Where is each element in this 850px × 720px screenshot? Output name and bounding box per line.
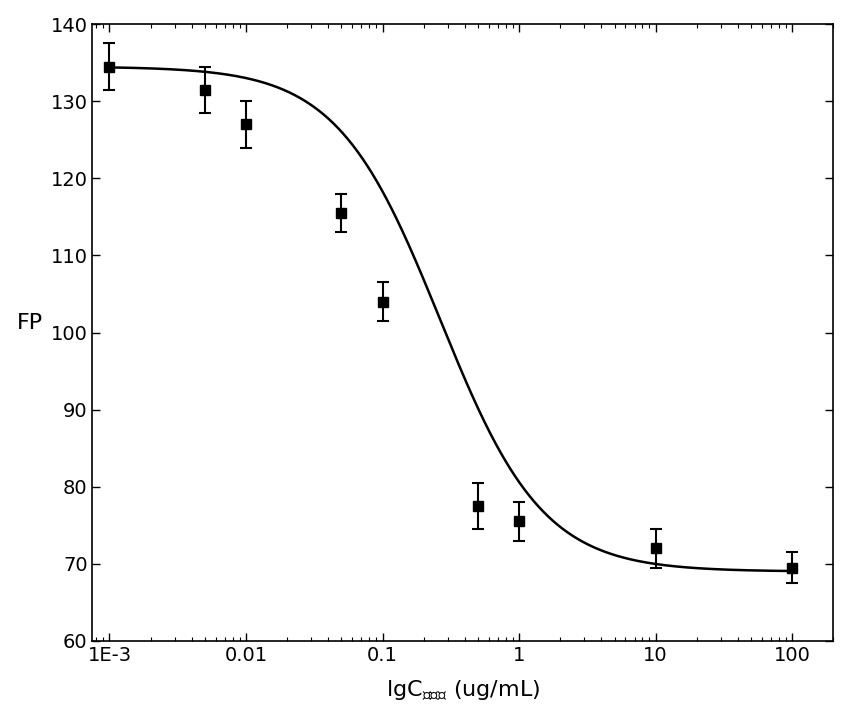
Y-axis label: FP: FP [17, 312, 42, 333]
X-axis label: lgC$_{\mathregular{甲萘威}}$ (ug/mL): lgC$_{\mathregular{甲萘威}}$ (ug/mL) [386, 679, 540, 703]
